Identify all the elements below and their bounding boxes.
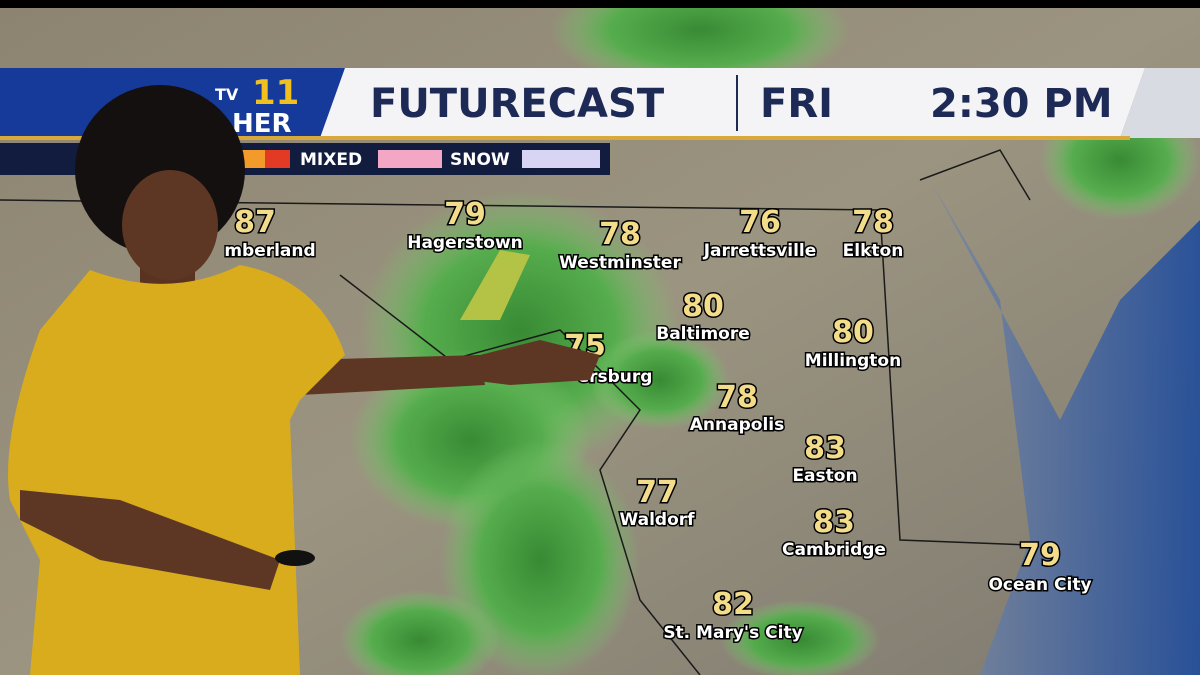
city-temp: 78 (599, 217, 641, 252)
city-name: Annapolis (690, 415, 784, 435)
logo-channel: 11 (252, 73, 299, 113)
city-name: Easton (792, 466, 857, 486)
radar (340, 0, 1200, 675)
legend-item: SNOW (450, 150, 510, 170)
city-name: mberland (224, 241, 315, 261)
city-temp: 83 (813, 505, 855, 540)
city-name: Westminster (559, 253, 681, 273)
city-temp: 76 (739, 205, 781, 240)
city-temp: 77 (636, 475, 678, 510)
city-name: Cambridge (782, 540, 886, 560)
logo-suffix: HER (232, 109, 292, 139)
city-temp: 80 (832, 315, 874, 350)
legend-item: MIXED (300, 150, 362, 170)
banner-title: FUTURECAST (370, 81, 665, 127)
mixed-gradient (378, 150, 442, 168)
city-name: Ocean City (988, 575, 1091, 595)
city-temp: 79 (1019, 538, 1061, 573)
city-name: St. Mary's City (663, 623, 802, 643)
city-name: Jarrettsville (703, 241, 817, 261)
banner-rule (0, 136, 1130, 140)
city-temp: 78 (852, 205, 894, 240)
presenter (8, 85, 600, 675)
top-strip (0, 0, 1200, 8)
city-temp: 83 (804, 431, 846, 466)
title-banner (320, 68, 1145, 138)
city-name: Baltimore (656, 324, 750, 344)
city-name: Waldorf (619, 510, 695, 530)
city-temp: 80 (682, 289, 724, 324)
logo-station: TV (215, 85, 239, 104)
banner-time: 2:30 PM (930, 81, 1113, 127)
city-name: Elkton (843, 241, 904, 261)
city-name: Millington (805, 351, 901, 371)
banner-day: FRI (760, 81, 833, 127)
mixed-swatch-2 (240, 150, 265, 168)
snow-gradient (522, 150, 600, 168)
city-temp: 87 (234, 205, 276, 240)
city-temp: 79 (444, 197, 486, 232)
city-name: ersburg (578, 367, 653, 387)
banner-end (1120, 68, 1200, 138)
city-temp: 82 (712, 587, 754, 622)
ocean (930, 180, 1200, 675)
city-temp: 78 (716, 380, 758, 415)
city-name: Hagerstown (407, 233, 523, 253)
